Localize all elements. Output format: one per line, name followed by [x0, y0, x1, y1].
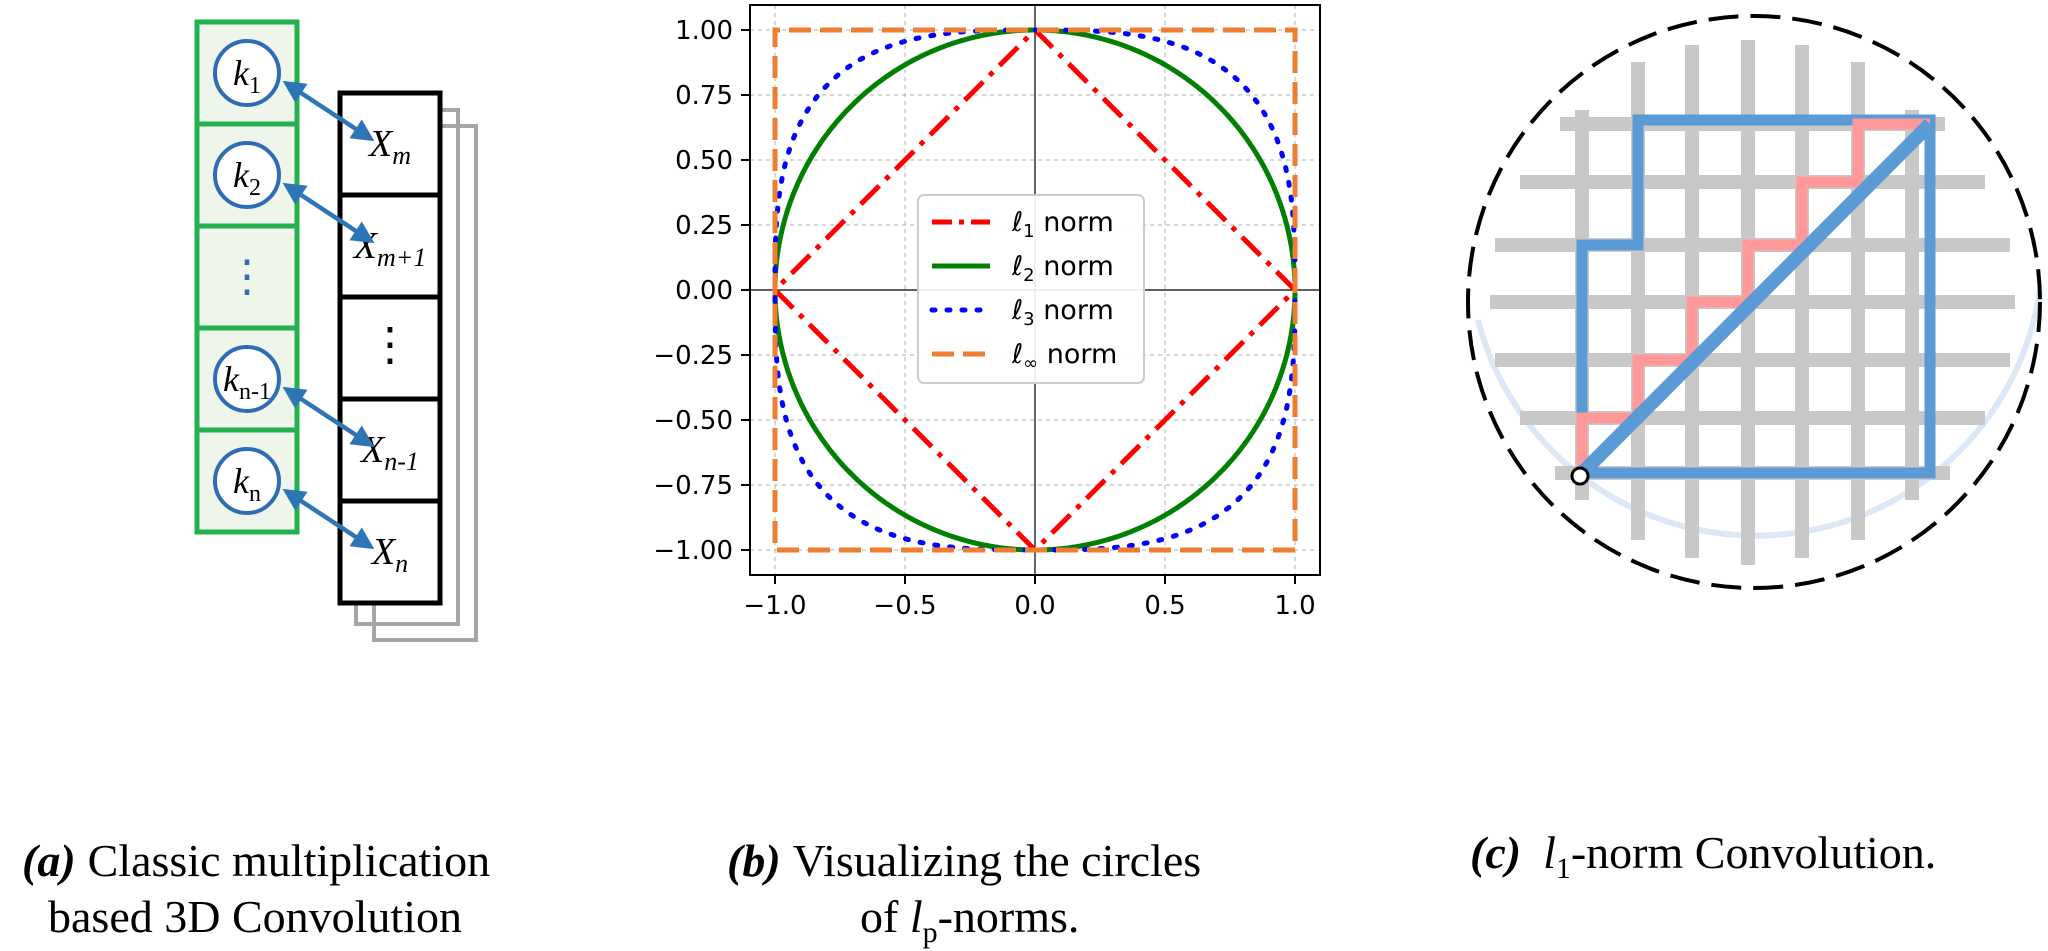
input-cell: Xn — [337, 498, 443, 606]
connection-arrow — [282, 80, 375, 142]
input-cell: Xm+1 — [337, 192, 443, 300]
kernel-cell: kn-1 — [194, 325, 300, 433]
y-tick-label: −0.75 — [653, 471, 733, 501]
kernel-label: kn-1 — [223, 359, 271, 405]
chart-series — [771, 26, 1298, 554]
series-3-norm-curve — [772, 27, 1298, 553]
faint-outer-arc — [1475, 289, 2043, 539]
svg-text:(b)Visualizing the circles: (b) Visualizing the circles — [727, 835, 1201, 886]
kernel-cell: ⋮ — [194, 223, 300, 331]
legend-label: ℓ3 norm — [1011, 295, 1114, 330]
kernel-cell: kn — [194, 427, 300, 535]
chart-ticks: −1.0 −0.5 0.0 0.5 1.0 1.00 0.75 0.50 0.25 0.00 −0.… — [653, 16, 1315, 621]
connection-arrow — [282, 488, 375, 550]
x-tick-label: −0.5 — [873, 591, 936, 621]
caption-a-line2: based 3D Convolution — [48, 891, 462, 942]
connection-arrow — [282, 386, 375, 448]
caption-b-of: of — [860, 891, 910, 942]
input-cell: Xm — [337, 90, 443, 198]
kernel-circle — [213, 345, 281, 413]
legend-label: ℓ∞ norm — [1011, 339, 1117, 374]
input-cell: Xn-1 — [337, 396, 443, 504]
kernel-circle — [213, 39, 281, 107]
chart-legend: ℓ1 norm ℓ2 norm ℓ3 norm ℓ∞ norm — [917, 194, 1145, 384]
caption-c-label: (c) — [1470, 827, 1521, 878]
caption-a: (a) Classic multiplication based 3D Convo… — [22, 835, 490, 942]
y-tick-label: 0.75 — [675, 81, 733, 111]
x-tick-label: 1.0 — [1274, 591, 1315, 621]
caption-c-l: l — [1543, 827, 1556, 878]
y-tick-label: 1.00 — [675, 16, 733, 46]
caption-b-post: -norms. — [938, 891, 1080, 942]
caption-b-line1: Visualizing the circles — [793, 835, 1202, 886]
connection-arrows — [282, 80, 375, 550]
input-label: Xm — [367, 123, 411, 170]
origin-marker — [1570, 466, 1590, 486]
kernel-label: k2 — [233, 155, 261, 201]
caption-b: (b) Visualizing the circles of lp-norms. — [727, 835, 1201, 949]
series-∞-norm-curve — [772, 27, 1298, 553]
caption-b-sub: p — [923, 916, 938, 949]
legend-label: ℓ1 norm — [1011, 207, 1114, 242]
y-tick-label: 0.25 — [675, 211, 733, 241]
y-tick-label: −0.50 — [653, 406, 733, 436]
kernel-circle — [213, 447, 281, 515]
svg-text:(a)Classic multiplication: (a) Classic multiplication — [22, 835, 490, 886]
caption-b-label: (b) — [727, 835, 781, 886]
legend-entry: ℓ2 norm — [932, 251, 1114, 286]
kernel-label: kn — [233, 461, 261, 507]
panel-a-diagram: Xm Xm+1 ⋮ Xn-1Xn k1 k2 ⋮ kn-1 kn — [194, 19, 478, 642]
y-tick-label: 0.00 — [675, 276, 733, 306]
x-tick-label: 0.0 — [1014, 591, 1055, 621]
kernel-ellipsis: ⋮ — [225, 252, 269, 301]
kernel-circle — [213, 141, 281, 209]
legend-entry: ℓ1 norm — [932, 207, 1114, 242]
l2-diagonal — [1577, 119, 1935, 478]
y-tick-label: 0.50 — [675, 146, 733, 176]
legend-entry: ℓ∞ norm — [932, 339, 1117, 374]
caption-c: (c) l1-norm Convolution. — [1470, 827, 1936, 885]
input-cell: ⋮ — [337, 294, 443, 402]
connection-arrow — [282, 182, 375, 244]
caption-a-line1: Classic multiplication — [88, 835, 490, 886]
caption-c-post: -norm Convolution. — [1571, 827, 1936, 878]
legend-entry: ℓ3 norm — [929, 295, 1114, 330]
kernel-cell: k1 — [194, 19, 300, 127]
legend-label: ℓ2 norm — [1011, 251, 1114, 286]
kernel-cell: k2 — [194, 121, 300, 229]
x-tick-label: −1.0 — [743, 591, 806, 621]
caption-a-label: (a) — [22, 835, 76, 886]
l1-path-upper — [1576, 114, 1936, 479]
lp-norm-chart: −1.0 −0.5 0.0 0.5 1.0 1.00 0.75 0.50 0.25 0.00 −0.… — [653, 4, 1321, 621]
kernel-column: k1 k2 ⋮ kn-1 kn — [194, 19, 300, 535]
y-tick-label: −1.00 — [653, 536, 733, 566]
svg-text:(c)l1-norm Convolution.: (c) l1-norm Convolution. — [1470, 827, 1936, 885]
dashed-boundary-circle — [1466, 14, 2042, 590]
input-column: Xm Xm+1 ⋮ Xn-1Xn — [337, 90, 443, 606]
caption-b-l: l — [910, 891, 923, 942]
y-tick-label: −0.25 — [653, 341, 733, 371]
panel-c-diagram — [1466, 14, 2043, 590]
caption-c-sub: 1 — [1556, 852, 1571, 885]
legend-box — [917, 194, 1145, 384]
svg-text:of lp-norms.: of lp-norms. — [860, 891, 1079, 949]
x-tick-label: 0.5 — [1144, 591, 1185, 621]
kernel-label: k1 — [233, 53, 261, 99]
input-ellipsis: ⋮ — [367, 319, 413, 370]
